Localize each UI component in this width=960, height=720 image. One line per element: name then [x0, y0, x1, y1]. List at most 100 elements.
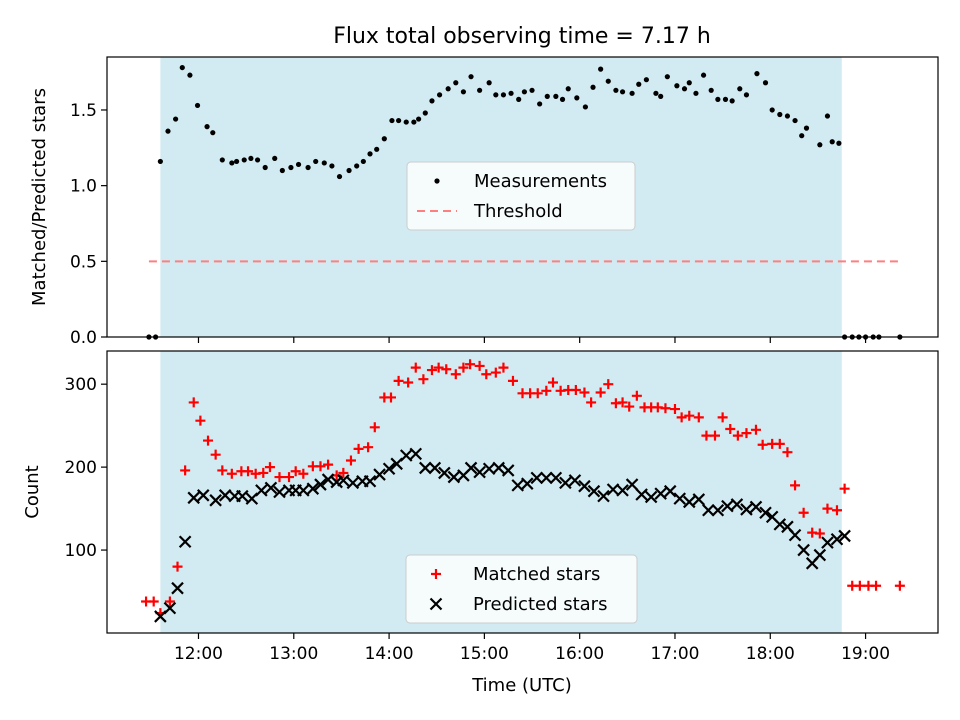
data-point	[710, 430, 721, 441]
axes-frame	[106, 350, 939, 634]
data-point	[411, 119, 417, 125]
data-point	[194, 102, 201, 109]
data-point	[516, 96, 522, 102]
x-tick-label: 16:00	[555, 644, 604, 664]
data-point	[762, 80, 769, 86]
data-point	[740, 503, 753, 516]
data-point	[258, 467, 269, 478]
data-point	[500, 92, 507, 98]
data-point	[264, 481, 278, 495]
data-point	[684, 410, 695, 421]
data-point	[749, 500, 763, 514]
data-point	[473, 465, 486, 479]
data-point	[729, 98, 735, 104]
data-point	[722, 96, 729, 102]
x-axis-label: Time (UTC)	[471, 675, 572, 696]
data-point	[210, 130, 216, 136]
data-point	[831, 505, 842, 516]
data-point	[157, 158, 163, 165]
data-point	[460, 89, 467, 95]
data-point	[792, 117, 798, 124]
data-point	[750, 424, 761, 435]
data-point	[165, 128, 171, 134]
data-point	[272, 155, 278, 162]
data-point	[164, 596, 175, 607]
data-point	[830, 532, 844, 546]
data-point	[396, 117, 402, 124]
data-point	[179, 64, 185, 71]
data-point	[686, 80, 692, 86]
data-point	[346, 167, 352, 174]
data-point	[418, 374, 429, 385]
data-point	[578, 479, 591, 493]
data-point	[507, 375, 518, 386]
data-point	[702, 503, 715, 517]
data-point	[337, 474, 350, 487]
data-point	[438, 466, 451, 480]
data-point	[465, 359, 476, 370]
data-point	[321, 473, 335, 486]
data-point	[693, 412, 704, 423]
data-point	[284, 472, 295, 483]
data-point	[148, 596, 159, 607]
series-matched-stars	[141, 359, 905, 619]
data-point	[598, 66, 604, 72]
data-point	[635, 488, 648, 501]
data-point	[428, 461, 442, 475]
data-point	[803, 125, 810, 131]
legend-marker-predicted	[429, 597, 443, 611]
data-point	[544, 93, 550, 99]
ratio-panel: 0.0 0.5 1.0 1.5 Matched/Predicted stars Measu…	[29, 56, 939, 348]
data-point	[393, 375, 404, 386]
data-point	[323, 459, 334, 470]
data-point	[210, 449, 221, 460]
data-point	[737, 86, 743, 92]
data-point	[730, 498, 744, 511]
data-point	[385, 392, 396, 403]
data-point	[664, 74, 670, 80]
data-point	[389, 117, 395, 124]
data-point	[797, 543, 810, 557]
data-point	[605, 78, 611, 84]
data-point	[353, 443, 364, 454]
data-point	[838, 529, 851, 543]
y-axis-label: Matched/Predicted stars	[29, 88, 50, 306]
data-point	[681, 86, 688, 92]
y-tick-label: 1.5	[70, 101, 97, 121]
y-axis-label: Count	[22, 465, 43, 518]
data-point	[450, 369, 461, 380]
data-point	[741, 428, 752, 439]
data-point	[717, 412, 728, 423]
data-point	[178, 535, 192, 549]
data-point	[274, 472, 285, 483]
data-point	[673, 492, 687, 505]
data-point	[653, 90, 659, 96]
data-point	[171, 581, 184, 595]
data-point	[313, 158, 319, 165]
data-point	[490, 367, 501, 378]
legend-label: Predicted stars	[473, 594, 607, 615]
data-point	[481, 369, 492, 380]
data-point	[234, 158, 240, 165]
data-point	[264, 462, 275, 473]
data-point	[871, 580, 882, 591]
data-point	[288, 164, 294, 171]
data-point	[617, 397, 628, 408]
data-point	[663, 484, 677, 498]
data-point	[743, 92, 750, 98]
data-point	[721, 499, 734, 513]
x-tick-label: 14:00	[365, 644, 414, 664]
data-point	[255, 484, 268, 497]
legend-marker-measurements	[434, 178, 440, 184]
data-point	[824, 113, 831, 119]
data-point	[829, 139, 835, 145]
data-point	[701, 430, 712, 441]
data-point	[436, 92, 443, 98]
data-point	[636, 81, 642, 87]
legend-label: Measurements	[474, 171, 607, 192]
data-point	[660, 403, 671, 414]
data-point	[433, 362, 444, 373]
data-point	[172, 561, 183, 572]
data-point	[629, 90, 635, 96]
data-point	[854, 580, 865, 591]
